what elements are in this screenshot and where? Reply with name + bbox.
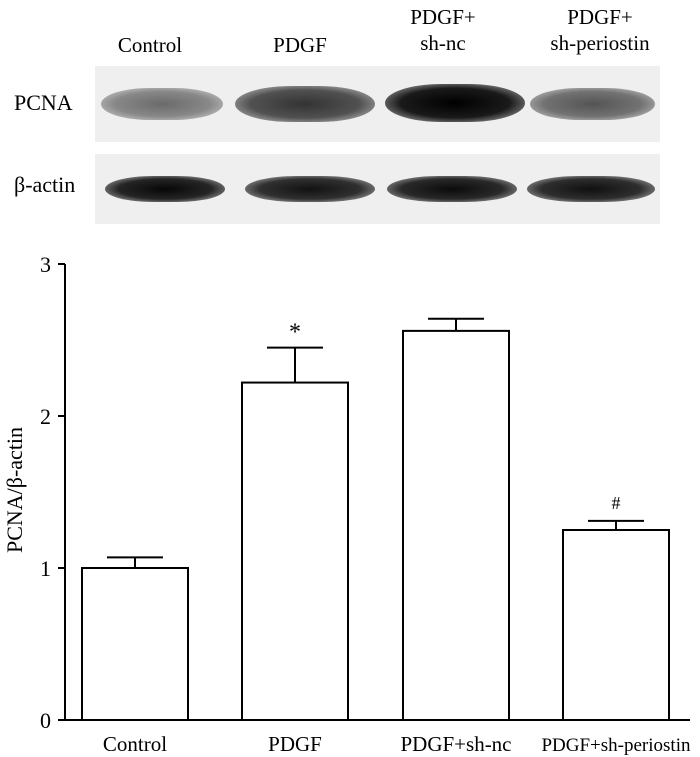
pcna-band bbox=[530, 88, 655, 120]
x-tick-label: PDGF+sh-nc bbox=[400, 732, 511, 756]
x-tick-label: PDGF+sh-periostin bbox=[541, 735, 691, 756]
blot-lane-label: Control bbox=[117, 33, 183, 57]
actin-band bbox=[387, 176, 517, 202]
western-blot-panel: Control PDGF PDGF+ sh-nc PDGF+ sh-periosti… bbox=[0, 0, 700, 240]
y-tick-label: 3 bbox=[40, 252, 51, 277]
y-tick-label: 1 bbox=[40, 556, 51, 581]
actin-band bbox=[105, 176, 225, 202]
y-tick-label: 2 bbox=[40, 404, 51, 429]
bar bbox=[402, 329, 510, 721]
blot-lane-label: PDGF+ sh-nc bbox=[410, 5, 476, 55]
significance-marker: * bbox=[289, 320, 301, 346]
pcna-band bbox=[235, 86, 375, 122]
actin-blot-strip bbox=[95, 154, 660, 224]
x-tick-label: Control bbox=[103, 732, 167, 756]
actin-band bbox=[245, 176, 375, 202]
bar bbox=[562, 529, 670, 721]
pcna-blot-strip bbox=[95, 66, 660, 142]
y-tick-label: 0 bbox=[40, 708, 51, 733]
blot-lane-label: PDGF+ sh-periostin bbox=[550, 5, 650, 55]
bar bbox=[81, 567, 189, 721]
y-axis-label: PCNA/β-actin bbox=[2, 427, 27, 553]
pcna-band bbox=[101, 88, 223, 120]
blot-lane-label: PDGF bbox=[273, 33, 327, 57]
actin-band bbox=[527, 176, 655, 202]
blot-row-label-pcna: PCNA bbox=[14, 90, 73, 115]
x-tick-label: PDGF bbox=[268, 732, 322, 756]
bar bbox=[241, 381, 349, 721]
blot-row-label-actin: β-actin bbox=[14, 172, 76, 197]
significance-marker: # bbox=[612, 493, 621, 513]
pcna-band bbox=[385, 84, 525, 122]
